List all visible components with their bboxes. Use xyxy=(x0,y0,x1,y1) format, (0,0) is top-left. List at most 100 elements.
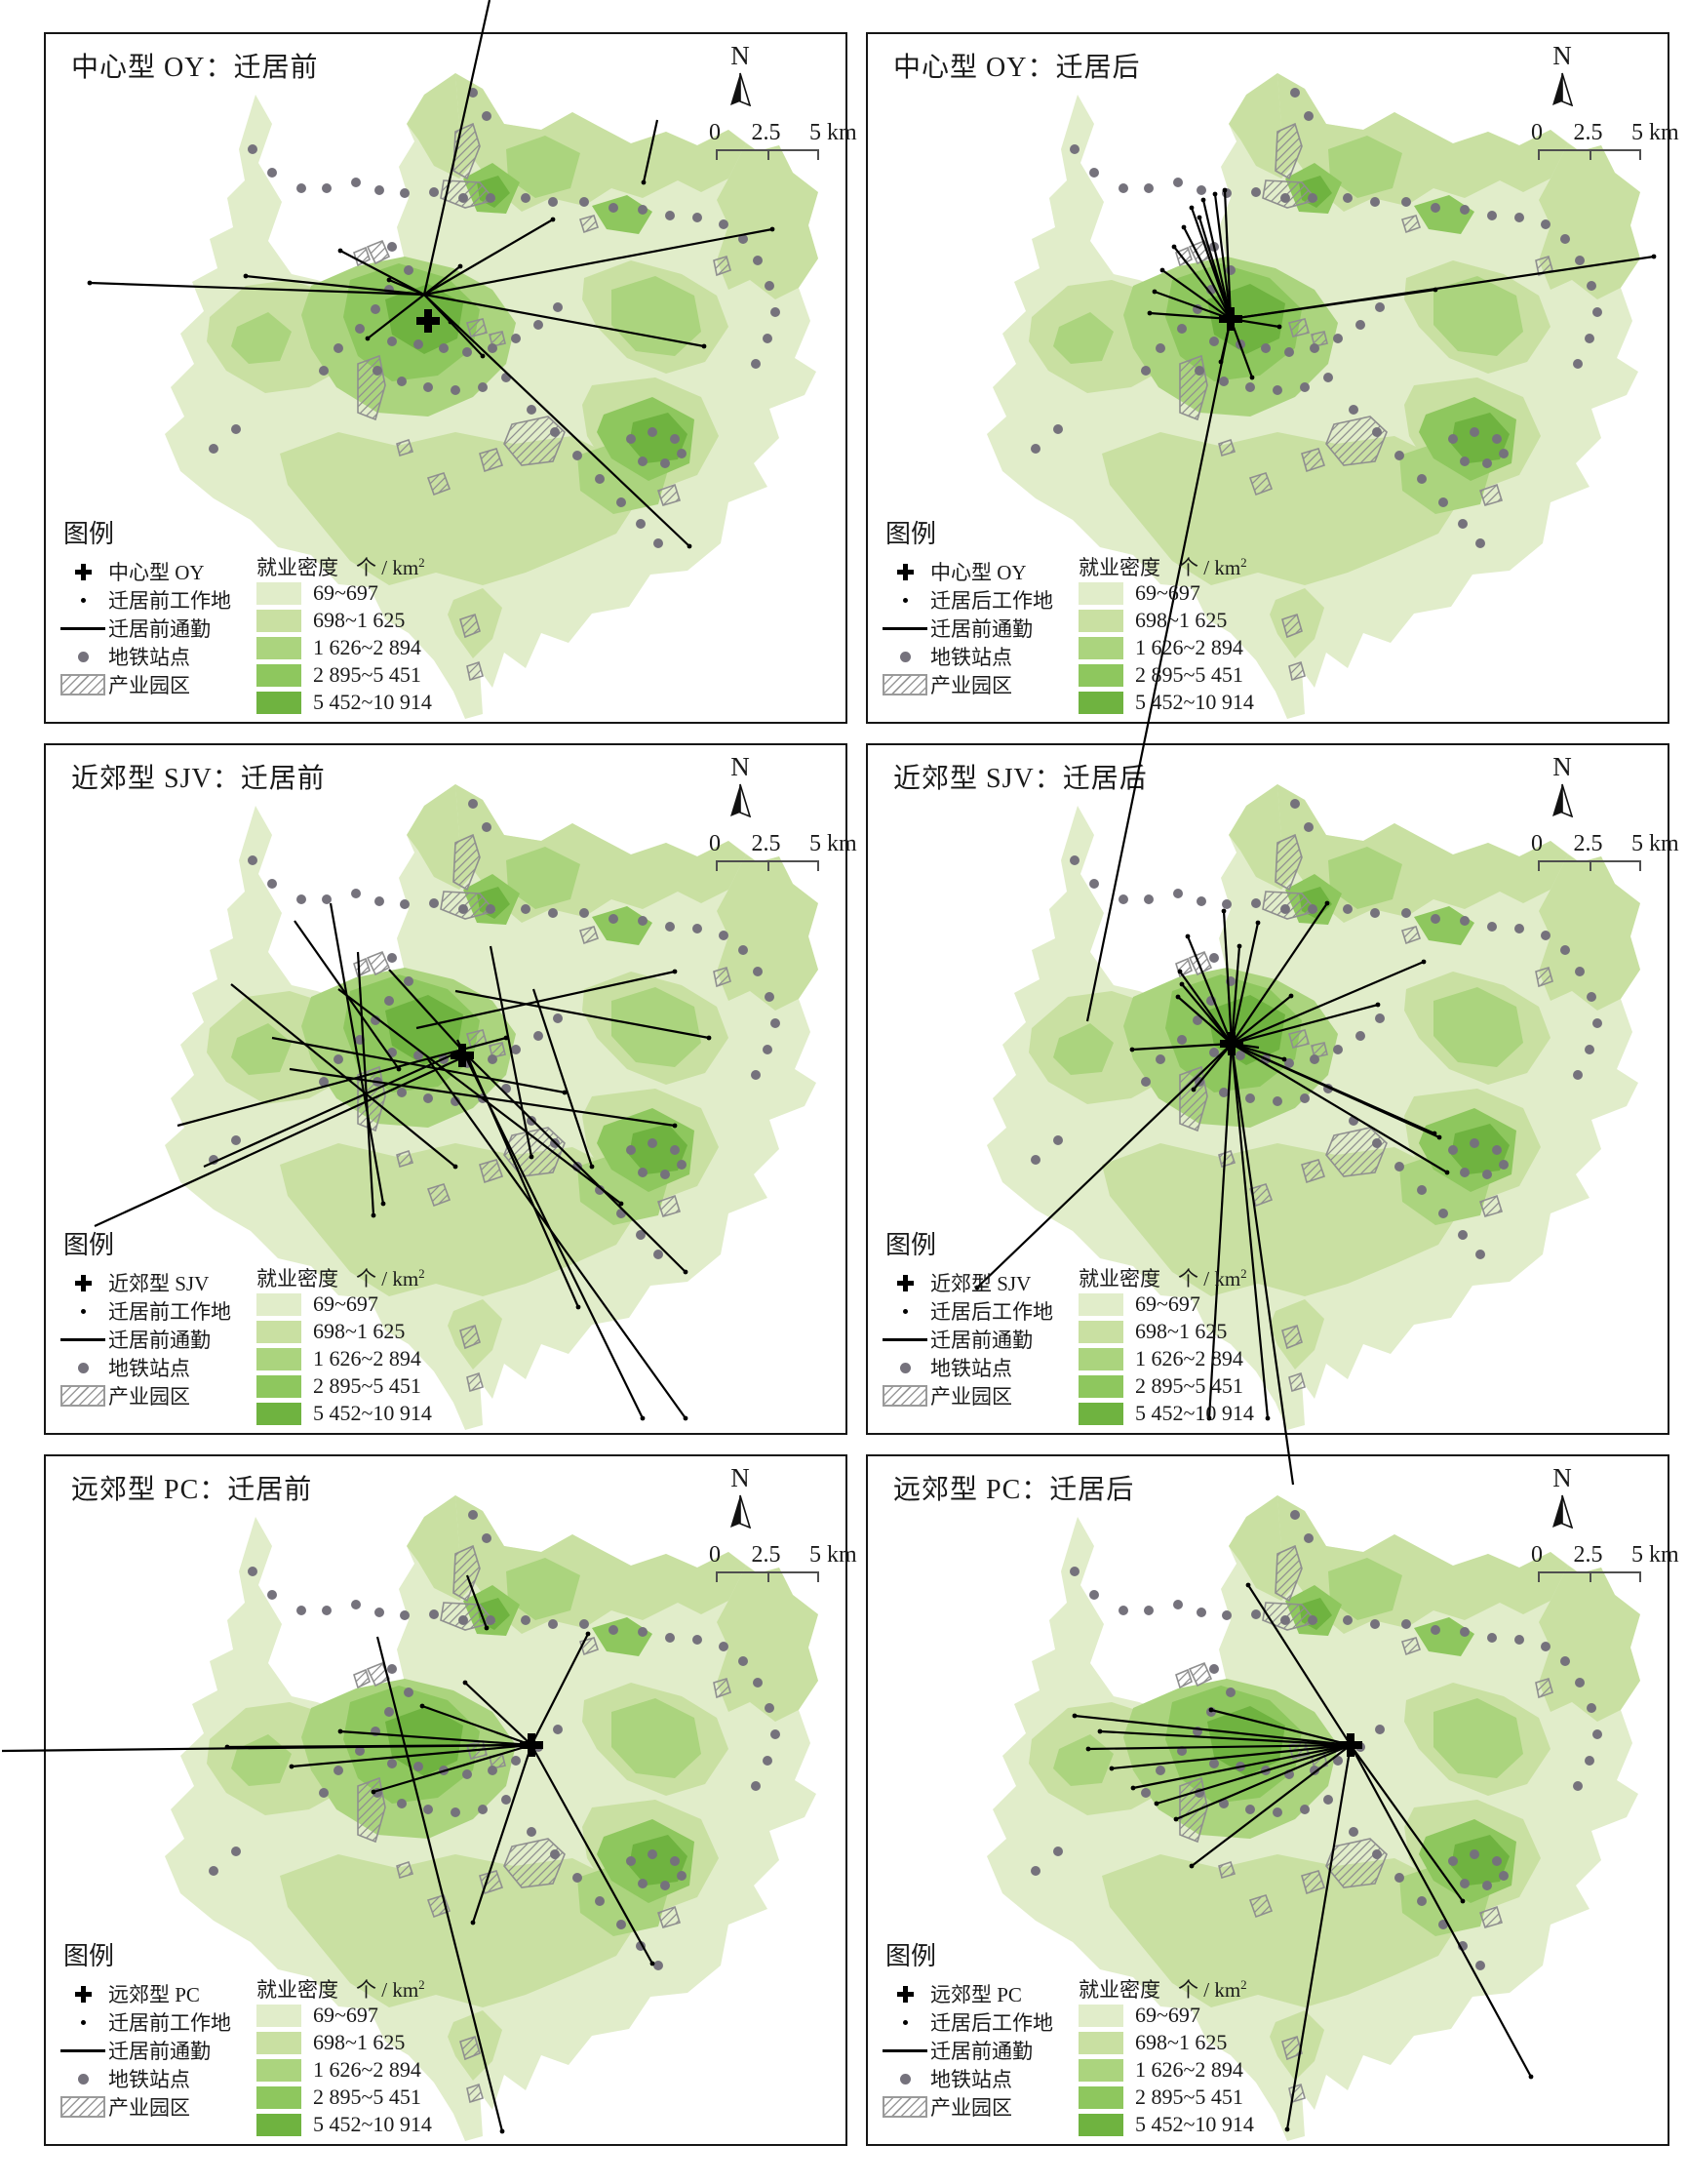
map-panel-sjv-before: 近郊型 SJV：迁居前 N 0 2.5 5 km 图例 xyxy=(44,743,857,1435)
legend-item-community: 远郊型 PC xyxy=(58,1982,253,2006)
north-label: N xyxy=(1552,752,1572,781)
density-legend-title: 就业密度个 / km2 xyxy=(256,1977,425,2002)
scale-bar: 0 2.5 5 km xyxy=(1531,120,1679,160)
legend-item-label: 迁居前通勤 xyxy=(108,1329,211,1352)
legend-item-community: 近郊型 SJV xyxy=(880,1271,1075,1295)
legend-title: 图例 xyxy=(63,520,115,548)
legend-item-park: 产业园区 xyxy=(880,1384,1075,1409)
map-panel-oy-after: 中心型 OY：迁居后 N 0 2.5 5 km 图例 xyxy=(866,32,1679,1022)
legend-item-label: 迁居前通勤 xyxy=(108,617,211,641)
density-class-row: 698~1 625 xyxy=(1079,607,1309,634)
community-cross-icon xyxy=(880,1985,930,2003)
legend-item-workplace: 迁居前工作地 xyxy=(58,1299,253,1324)
density-legend-title: 就业密度个 / km2 xyxy=(1079,555,1247,579)
legend-item-workplace: 迁居后工作地 xyxy=(880,588,1075,613)
symbol-legend: 近郊型 SJV 迁居后工作地 迁居前通勤 地铁站点 xyxy=(880,1263,1075,1427)
park-hatch-icon xyxy=(58,2096,108,2118)
park-hatch-icon xyxy=(58,1385,108,1407)
density-class-row: 1 626~2 894 xyxy=(1079,2056,1309,2084)
legend-item-park: 产业园区 xyxy=(58,673,253,697)
scale-label-end: 5 km xyxy=(1631,1542,1679,1568)
scale-labels: 0 2.5 5 km xyxy=(709,120,857,149)
scale-labels: 0 2.5 5 km xyxy=(709,831,857,860)
density-swatch xyxy=(256,2031,301,2054)
symbol-legend: 远郊型 PC 迁居前工作地 迁居前通勤 地铁站点 xyxy=(58,1974,253,2138)
commute-line-icon xyxy=(880,626,930,630)
density-legend-title: 就业密度个 / km2 xyxy=(256,555,425,579)
legend-item-label: 迁居前通勤 xyxy=(930,2040,1033,2063)
legend-item-label: 近郊型 SJV xyxy=(108,1272,210,1295)
legend-item-metro: 地铁站点 xyxy=(880,645,1075,669)
commute-line-icon xyxy=(880,2048,930,2052)
scale-labels: 0 2.5 5 km xyxy=(709,1542,857,1571)
metro-dot-icon xyxy=(880,2073,930,2085)
panel-title: 远郊型 PC：迁居后 xyxy=(893,1475,1135,1505)
panel-title: 中心型 OY：迁居后 xyxy=(893,53,1141,83)
density-class-row: 698~1 625 xyxy=(1079,1318,1309,1345)
legend-item-commute: 迁居前通勤 xyxy=(58,2039,253,2063)
legend: 图例 近郊型 SJV 迁居后工作地 迁居前通勤 xyxy=(880,1225,1309,1427)
density-swatch xyxy=(1079,2113,1123,2136)
scale-label-end: 5 km xyxy=(809,831,857,856)
community-cross-icon xyxy=(880,563,930,580)
legend-item-label: 迁居前通勤 xyxy=(930,1329,1033,1352)
density-class-row: 2 895~5 451 xyxy=(256,2084,487,2111)
community-cross-icon xyxy=(880,1274,930,1291)
commute-line-icon xyxy=(58,626,108,630)
density-swatch xyxy=(256,581,301,605)
density-swatch xyxy=(1079,691,1123,714)
north-label: N xyxy=(730,752,750,781)
density-class-label: 698~1 625 xyxy=(1135,608,1228,632)
scale-bar: 0 2.5 5 km xyxy=(709,120,857,160)
legend-item-label: 迁居前通勤 xyxy=(108,2040,211,2063)
density-swatch xyxy=(256,1347,301,1370)
density-class-label: 69~697 xyxy=(313,2003,378,2027)
choropleth-map xyxy=(974,784,1640,1486)
density-legend-title: 就业密度个 / km2 xyxy=(256,1266,425,1291)
density-swatch xyxy=(1079,1292,1123,1316)
density-swatch xyxy=(1079,581,1123,605)
density-class-label: 698~1 625 xyxy=(1135,2030,1228,2054)
park-hatch-icon xyxy=(880,2096,930,2118)
density-swatch xyxy=(256,2113,301,2136)
legend-title: 图例 xyxy=(885,1942,937,1970)
legend-item-label: 迁居前通勤 xyxy=(930,617,1033,641)
density-class-row: 69~697 xyxy=(256,579,487,607)
map-panel-pc-after: 远郊型 PC：迁居后 N 0 2.5 5 km 图例 xyxy=(866,1454,1679,2146)
legend: 图例 中心型 OY 迁居后工作地 迁居前通勤 xyxy=(880,514,1309,716)
density-class-row: 5 452~10 914 xyxy=(1079,2111,1309,2138)
density-class-label: 698~1 625 xyxy=(313,1319,406,1343)
density-swatch xyxy=(256,1374,301,1398)
map-panel-pc-before: 远郊型 PC：迁居前 N 0 2.5 5 km 图例 xyxy=(1,1454,857,2146)
choropleth-map xyxy=(94,784,818,1430)
workplace-dot-icon xyxy=(880,597,930,603)
legend-item-community: 近郊型 SJV xyxy=(58,1271,253,1295)
compass-needle-icon xyxy=(730,72,752,106)
density-class-label: 2 895~5 451 xyxy=(1135,2085,1243,2109)
commute-line-icon xyxy=(58,2048,108,2052)
choropleth-map xyxy=(87,0,818,719)
density-class-row: 5 452~10 914 xyxy=(1079,1400,1309,1427)
legend-item-label: 地铁站点 xyxy=(930,646,1012,669)
legend-item-label: 产业园区 xyxy=(930,2096,1012,2120)
scale-bar-line xyxy=(1538,1571,1641,1582)
scale-bar-line xyxy=(1538,149,1641,160)
metro-dot-icon xyxy=(880,651,930,662)
density-swatch xyxy=(256,691,301,714)
scale-label-end: 5 km xyxy=(1631,831,1679,856)
density-class-row: 69~697 xyxy=(1079,579,1309,607)
density-class-row: 2 895~5 451 xyxy=(1079,661,1309,689)
park-hatch-icon xyxy=(58,674,108,695)
community-cross-icon xyxy=(58,1274,108,1291)
density-class-label: 2 895~5 451 xyxy=(313,1373,421,1398)
density-legend: 就业密度个 / km2 69~697 698~1 625 1 626~2 894 xyxy=(256,552,487,716)
scale-bar: 0 2.5 5 km xyxy=(709,1542,857,1582)
density-swatch xyxy=(256,636,301,659)
legend-item-label: 地铁站点 xyxy=(930,1357,1012,1380)
density-class-label: 698~1 625 xyxy=(313,2030,406,2054)
legend-item-metro: 地铁站点 xyxy=(880,1356,1075,1380)
community-cross-icon xyxy=(58,1985,108,2003)
density-class-row: 2 895~5 451 xyxy=(256,661,487,689)
legend-item-commute: 迁居前通勤 xyxy=(880,2039,1075,2063)
